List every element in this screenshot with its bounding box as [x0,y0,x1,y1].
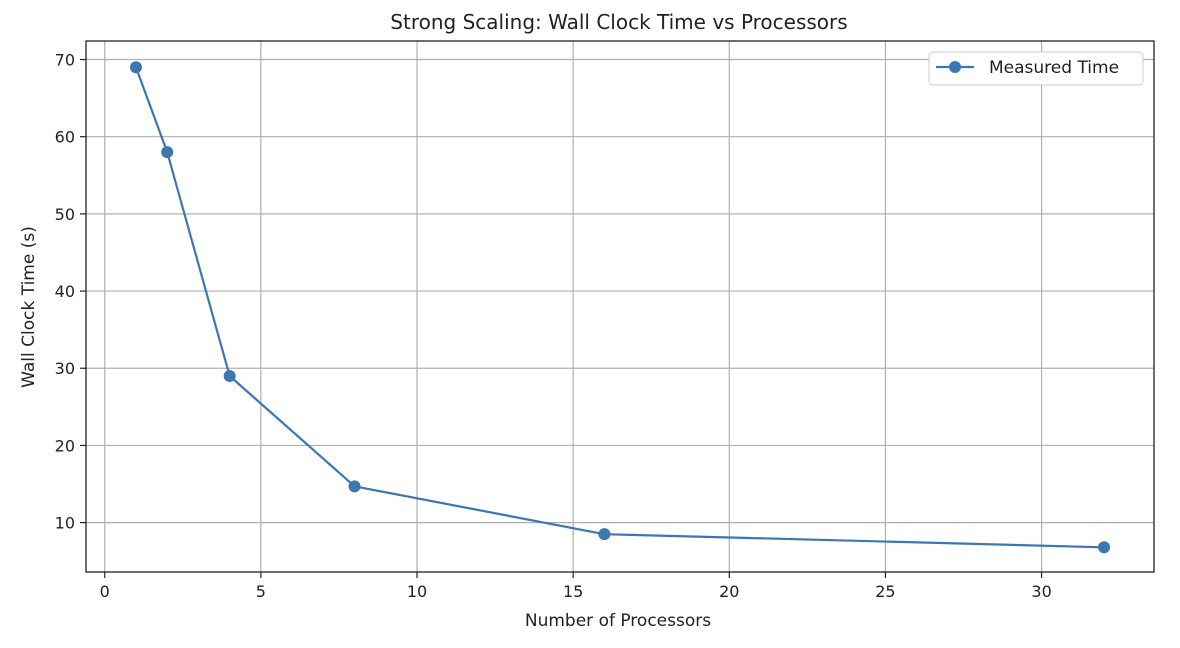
y-tick-label: 10 [55,514,75,533]
plot-background [86,41,1154,572]
legend: Measured Time [928,51,1144,86]
y-tick-label: 30 [55,359,75,378]
series-layer [129,61,1111,554]
legend-box [928,51,1144,86]
ticks: 0 5 10 15 20 25 30 10 20 30 40 50 60 70 [55,51,1052,601]
plot-frame [85,40,1155,573]
data-point [348,480,361,493]
series-line [134,66,1105,549]
y-tick-label: 40 [55,282,75,301]
data-point [598,528,611,541]
data-point [1098,541,1111,554]
y-tick-label: 50 [55,205,75,224]
legend-label: Measured Time [989,58,1119,78]
x-tick-label: 0 [100,582,110,601]
y-axis-label: Wall Clock Time (s) [19,226,39,388]
data-point [223,369,236,382]
x-tick-label: 30 [1031,582,1051,601]
x-tick-label: 15 [563,582,583,601]
y-tick-label: 20 [55,436,75,455]
x-axis-label: Number of Processors [525,611,711,631]
data-point [129,61,142,74]
x-tick-label: 20 [719,582,739,601]
data-point [161,146,174,159]
x-tick-label: 25 [875,582,895,601]
y-tick-label: 70 [55,51,75,70]
y-tick-label: 60 [55,128,75,147]
legend-marker-swatch [949,61,961,73]
chart-title: Strong Scaling: Wall Clock Time vs Proce… [390,10,847,34]
x-tick-label: 10 [407,582,427,601]
x-tick-label: 5 [256,582,266,601]
